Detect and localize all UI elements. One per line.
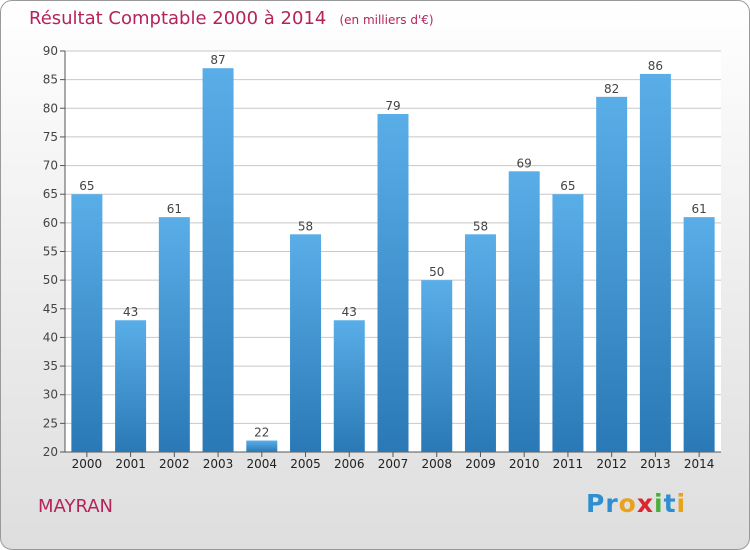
y-tick-label: 30 (43, 388, 58, 402)
bar-value-label: 50 (429, 265, 444, 279)
bar-value-label: 43 (342, 305, 357, 319)
bar (246, 440, 278, 452)
bar-value-label: 61 (167, 202, 182, 216)
logo-letter: o (618, 489, 637, 518)
x-tick-label: 2005 (290, 457, 321, 471)
y-tick-label: 40 (43, 330, 58, 344)
x-tick-label: 2002 (159, 457, 190, 471)
bar-value-label: 22 (254, 426, 269, 440)
bar (464, 234, 496, 452)
bar-value-label: 69 (517, 156, 532, 170)
y-tick-label: 85 (43, 73, 58, 87)
x-tick-label: 2000 (72, 457, 103, 471)
bar (377, 114, 409, 452)
title-row: Résultat Comptable 2000 à 2014 (en milli… (29, 8, 434, 29)
logo-letter: i (654, 489, 664, 518)
bar (333, 320, 365, 452)
bar (639, 73, 671, 453)
bar (421, 280, 453, 452)
bar-value-label: 65 (79, 179, 94, 193)
x-tick-label: 2003 (203, 457, 234, 471)
logo-letter: P (586, 489, 606, 518)
y-tick-label: 20 (43, 445, 58, 459)
bar-value-label: 61 (691, 202, 706, 216)
bar-value-label: 79 (385, 99, 400, 113)
bar-value-label: 43 (123, 305, 138, 319)
bar (71, 194, 103, 452)
x-tick-label: 2011 (553, 457, 584, 471)
bar (552, 194, 584, 452)
y-tick-label: 80 (43, 101, 58, 115)
x-tick-label: 2008 (421, 457, 452, 471)
logo-letter: r (605, 489, 619, 518)
chart-title: Résultat Comptable 2000 à 2014 (29, 8, 327, 29)
y-tick-label: 65 (43, 187, 58, 201)
bar (596, 96, 628, 452)
chart-unit-label: (en milliers d'€) (339, 13, 434, 27)
x-tick-label: 2010 (509, 457, 540, 471)
x-tick-label: 2001 (115, 457, 146, 471)
x-tick-label: 2004 (247, 457, 278, 471)
logo-letter: x (636, 489, 654, 518)
x-tick-label: 2006 (334, 457, 365, 471)
bar (508, 171, 540, 453)
bar (158, 217, 190, 452)
y-tick-label: 55 (43, 245, 58, 259)
x-tick-label: 2007 (378, 457, 409, 471)
x-tick-label: 2009 (465, 457, 496, 471)
bar (202, 68, 234, 452)
bar-value-label: 86 (648, 59, 663, 73)
bar (683, 217, 715, 452)
x-tick-label: 2012 (596, 457, 627, 471)
logo-letter: t (663, 489, 677, 518)
bar (290, 234, 322, 452)
bar (115, 320, 147, 452)
y-tick-label: 25 (43, 416, 58, 430)
y-tick-label: 70 (43, 159, 58, 173)
commune-name: MAYRAN (38, 496, 113, 517)
logo-letter: i (676, 489, 687, 518)
bar-value-label: 58 (473, 219, 488, 233)
y-tick-label: 45 (43, 302, 58, 316)
y-tick-label: 75 (43, 130, 58, 144)
bar-value-label: 65 (560, 179, 575, 193)
bar-value-label: 82 (604, 82, 619, 96)
x-tick-label: 2013 (640, 457, 671, 471)
y-tick-label: 35 (43, 359, 58, 373)
bar-value-label: 87 (210, 53, 225, 67)
y-tick-label: 50 (43, 273, 58, 287)
proxiti-logo: Proxiti (586, 489, 686, 518)
bar-value-label: 58 (298, 219, 313, 233)
y-tick-label: 60 (43, 216, 58, 230)
x-tick-label: 2014 (684, 457, 715, 471)
y-tick-label: 90 (43, 44, 58, 58)
